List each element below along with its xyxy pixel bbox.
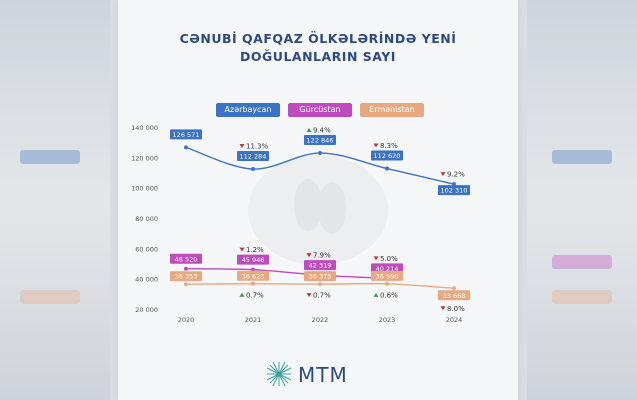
data-label-box-azerbaijan [438, 185, 470, 196]
mtm-logo: MTM [264, 359, 374, 389]
background-ghost-label [20, 290, 80, 304]
data-label-azerbaijan: 112 620 [374, 152, 401, 160]
data-point-armenia [184, 282, 188, 287]
chart-title-line-2: DOĞULANLARIN SAYI [240, 49, 396, 64]
arrow-down-icon [373, 256, 379, 261]
data-point-armenia [452, 286, 456, 291]
change-label-azerbaijan: 9.4% [313, 127, 331, 135]
arrow-down-icon [440, 306, 446, 311]
arrow-up-icon [239, 292, 245, 297]
arrow-down-icon [239, 247, 245, 252]
arrow-up-icon [373, 292, 379, 297]
y-tick-label: 140 000 [131, 124, 158, 132]
change-label-azerbaijan: 8.3% [380, 142, 398, 150]
legend-armenia: Ermənistan [360, 103, 424, 117]
change-label-armenia: 0.7% [313, 292, 331, 300]
background-ghost-label [552, 290, 612, 304]
baby-foot-right [318, 182, 346, 234]
data-label-armenia: 36 623 [242, 272, 265, 280]
data-point-azerbaijan [385, 166, 389, 171]
data-label-armenia: 33 668 [443, 292, 466, 300]
data-point-azerbaijan [184, 145, 188, 150]
data-label-box-azerbaijan [371, 150, 403, 161]
arrow-up-icon [306, 128, 312, 133]
background-blur-left [0, 0, 110, 400]
y-tick-label: 120 000 [131, 154, 158, 162]
change-label-armenia: 0.7% [246, 291, 264, 299]
data-label-box-azerbaijan [170, 129, 202, 140]
data-label-box-georgia [304, 260, 336, 271]
x-tick-label: 2024 [446, 316, 463, 324]
data-label-box-armenia [237, 270, 269, 281]
series-line-georgia [185, 268, 388, 280]
data-label-box-armenia [304, 271, 336, 282]
data-label-georgia: 40 214 [376, 265, 399, 273]
data-label-box-armenia [371, 270, 403, 281]
data-point-armenia [318, 282, 322, 287]
y-tick-label: 20 000 [135, 306, 158, 314]
data-label-georgia: 42 319 [309, 262, 332, 270]
x-tick-label: 2021 [245, 316, 262, 324]
data-label-armenia: 36 353 [175, 273, 198, 281]
background-blur-right [527, 0, 637, 400]
data-point-armenia [385, 281, 389, 286]
y-tick-label: 100 000 [131, 185, 158, 193]
x-tick-label: 2023 [379, 316, 396, 324]
y-tick-label: 40 000 [135, 276, 158, 284]
infographic-card: CƏNUBİ QAFQAZ ÖLKƏLƏRİNDƏ YENİ DOĞULANLA… [118, 0, 518, 400]
x-tick-label: 2022 [312, 316, 329, 324]
data-point-azerbaijan [251, 167, 255, 172]
x-tick-label: 2020 [178, 316, 195, 324]
line-chart: 140 000 120 000 100 000 80 000 60 000 40 000 2… [131, 124, 470, 324]
chart-title-line-1: CƏNUBİ QAFQAZ ÖLKƏLƏRİNDƏ YENİ [179, 31, 457, 46]
change-label-armenia: 8.0% [447, 305, 465, 313]
data-point-georgia [184, 266, 188, 271]
data-label-box-azerbaijan [237, 151, 269, 162]
data-label-box-georgia [170, 253, 202, 264]
data-label-box-georgia [237, 254, 269, 265]
background-ghost-label [552, 150, 612, 164]
data-label-box-armenia [170, 271, 202, 282]
data-label-azerbaijan: 112 284 [240, 153, 267, 161]
arrow-down-icon [440, 172, 446, 177]
change-label-georgia: 7.9% [313, 252, 331, 260]
arrow-down-icon [373, 143, 379, 148]
background-ghost-label [552, 255, 612, 269]
change-label-armenia: 0.6% [380, 291, 398, 299]
data-point-armenia [251, 281, 255, 286]
data-point-azerbaijan [318, 151, 322, 156]
data-point-georgia [251, 267, 255, 272]
y-tick-label: 80 000 [135, 215, 158, 223]
chart-title: CƏNUBİ QAFQAZ ÖLKƏLƏRİNDƏ YENİ DOĞULANLA… [118, 30, 518, 66]
data-label-azerbaijan: 102 310 [441, 187, 468, 195]
arrow-down-icon [239, 144, 245, 149]
data-label-box-azerbaijan [304, 135, 336, 146]
data-label-box-armenia [438, 290, 470, 301]
y-tick-label: 60 000 [135, 245, 158, 253]
arrow-down-icon [306, 253, 312, 258]
change-label-azerbaijan: 9.2% [447, 171, 465, 179]
data-label-georgia: 45 946 [242, 256, 265, 264]
mtm-logo-icon [266, 361, 292, 387]
data-label-azerbaijan: 126 571 [173, 131, 200, 139]
mtm-logo-text: MTM [298, 363, 348, 387]
data-label-georgia: 46 520 [175, 255, 198, 263]
data-label-armenia: 36 590 [376, 272, 399, 280]
change-label-azerbaijan: 11.3% [246, 143, 269, 151]
background-ghost-label [20, 150, 80, 164]
legend-azerbaijan: Azərbaycan [216, 103, 280, 117]
data-label-azerbaijan: 122 846 [307, 137, 334, 145]
arrow-down-icon [306, 293, 312, 298]
baby-foot-left [294, 179, 322, 231]
data-label-armenia: 36 375 [309, 273, 332, 281]
legend-georgia: Gürcüstan [288, 103, 352, 117]
change-label-georgia: 1.2% [246, 246, 264, 254]
change-label-georgia: 5.0% [380, 255, 398, 263]
